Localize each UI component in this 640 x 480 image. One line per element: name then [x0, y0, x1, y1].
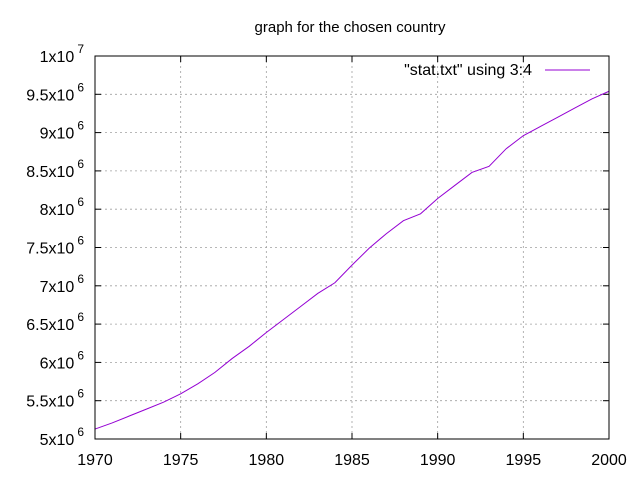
- y-tick-label: 7.5x10 6: [26, 234, 84, 258]
- y-tick-label: 8.5x10 6: [26, 157, 84, 181]
- x-tick-label: 1980: [249, 452, 285, 469]
- series-group: [94, 90, 610, 430]
- y-tick-labels: 5x10 6 5.5x10 6 6x10 6 6.5x10 6 7x10 6 7.5x10 6 8x10…: [26, 42, 84, 449]
- y-tick-label: 9.5x10 6: [26, 80, 84, 104]
- x-tick-label: 1970: [77, 452, 113, 469]
- x-tick-label: 1975: [163, 452, 199, 469]
- y-tick-label: 5.5x10 6: [26, 387, 84, 411]
- y-tick-label: 5x10 6: [40, 425, 85, 449]
- legend: "stat.txt" using 3:4: [404, 62, 590, 79]
- plot-frame: [94, 55, 610, 440]
- x-tick-label: 1985: [334, 452, 370, 469]
- y-tick-label: 9x10 6: [40, 119, 85, 143]
- y-tick-label: 1x10 7: [40, 42, 85, 66]
- series-line: [94, 90, 610, 430]
- y-tick-label: 6.5x10 6: [26, 310, 84, 334]
- y-tick-label: 6x10 6: [40, 348, 85, 372]
- x-tick-label: 2000: [591, 452, 627, 469]
- x-tick-label: 1995: [506, 452, 542, 469]
- x-tick-label: 1990: [420, 452, 456, 469]
- chart-title: graph for the chosen country: [255, 19, 446, 36]
- y-tick-label: 8x10 6: [40, 195, 85, 219]
- x-tick-labels: 1970 1975 1980 1985 1990 1995 2000: [77, 452, 627, 469]
- legend-label: "stat.txt" using 3:4: [404, 62, 532, 79]
- grid: [95, 56, 609, 439]
- y-tick-label: 7x10 6: [40, 272, 85, 296]
